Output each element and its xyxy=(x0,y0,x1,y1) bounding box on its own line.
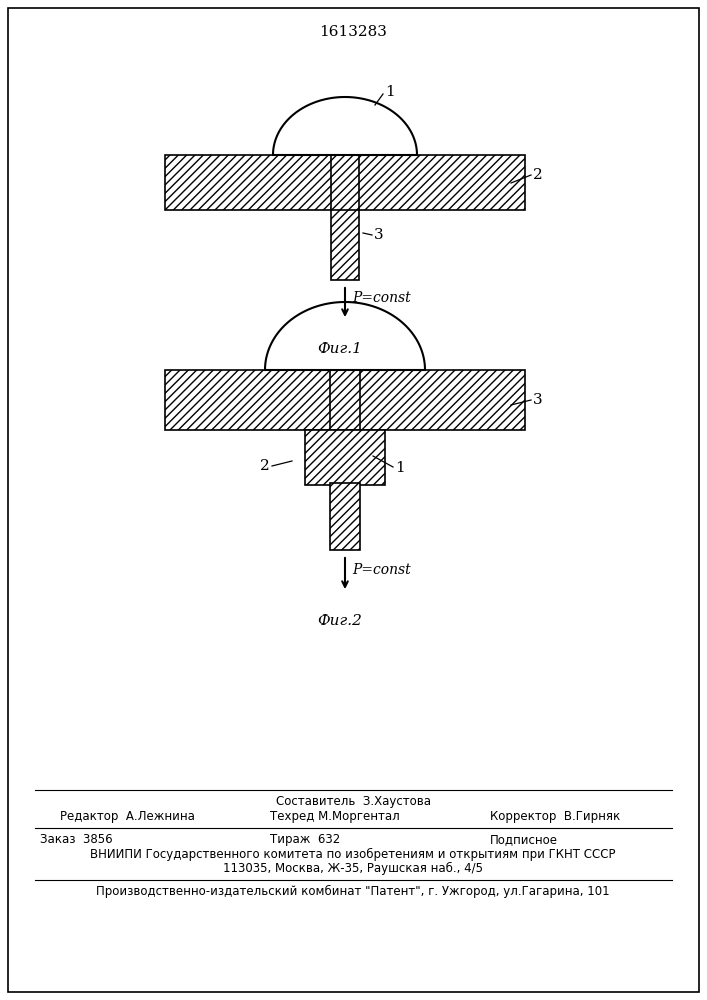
Text: Производственно-издательский комбинат "Патент", г. Ужгород, ул.Гагарина, 101: Производственно-издательский комбинат "П… xyxy=(96,885,610,898)
Text: P=const: P=const xyxy=(352,292,411,306)
Bar xyxy=(331,208,359,280)
Bar xyxy=(305,430,385,485)
Text: 3: 3 xyxy=(374,228,384,242)
Text: P=const: P=const xyxy=(352,562,411,576)
Text: Составитель  З.Хаустова: Составитель З.Хаустова xyxy=(276,795,431,808)
Bar xyxy=(330,483,360,550)
Text: 2: 2 xyxy=(260,459,270,473)
Text: 1: 1 xyxy=(385,85,395,99)
Text: Подписное: Подписное xyxy=(490,833,558,846)
Text: Техред М.Моргентал: Техред М.Моргентал xyxy=(270,810,399,823)
Text: Корректор  В.Гирняк: Корректор В.Гирняк xyxy=(490,810,620,823)
Bar xyxy=(165,155,525,210)
Text: 2: 2 xyxy=(533,168,543,182)
Text: 1613283: 1613283 xyxy=(319,25,387,39)
Text: Редактор  А.Лежнина: Редактор А.Лежнина xyxy=(60,810,195,823)
Text: Фиг.1: Фиг.1 xyxy=(317,342,363,356)
Text: 3: 3 xyxy=(533,393,543,407)
Text: Фиг.2: Фиг.2 xyxy=(317,614,363,628)
Bar xyxy=(165,370,525,430)
Text: ВНИИПИ Государственного комитета по изобретениям и открытиям при ГКНТ СССР: ВНИИПИ Государственного комитета по изоб… xyxy=(90,848,616,861)
Text: 113035, Москва, Ж-35, Раушская наб., 4/5: 113035, Москва, Ж-35, Раушская наб., 4/5 xyxy=(223,862,483,875)
Text: 1: 1 xyxy=(395,461,404,475)
Polygon shape xyxy=(265,302,425,370)
Text: Тираж  632: Тираж 632 xyxy=(270,833,340,846)
Bar xyxy=(331,155,359,210)
Polygon shape xyxy=(273,97,417,155)
Bar xyxy=(330,370,360,430)
Text: Заказ  3856: Заказ 3856 xyxy=(40,833,112,846)
